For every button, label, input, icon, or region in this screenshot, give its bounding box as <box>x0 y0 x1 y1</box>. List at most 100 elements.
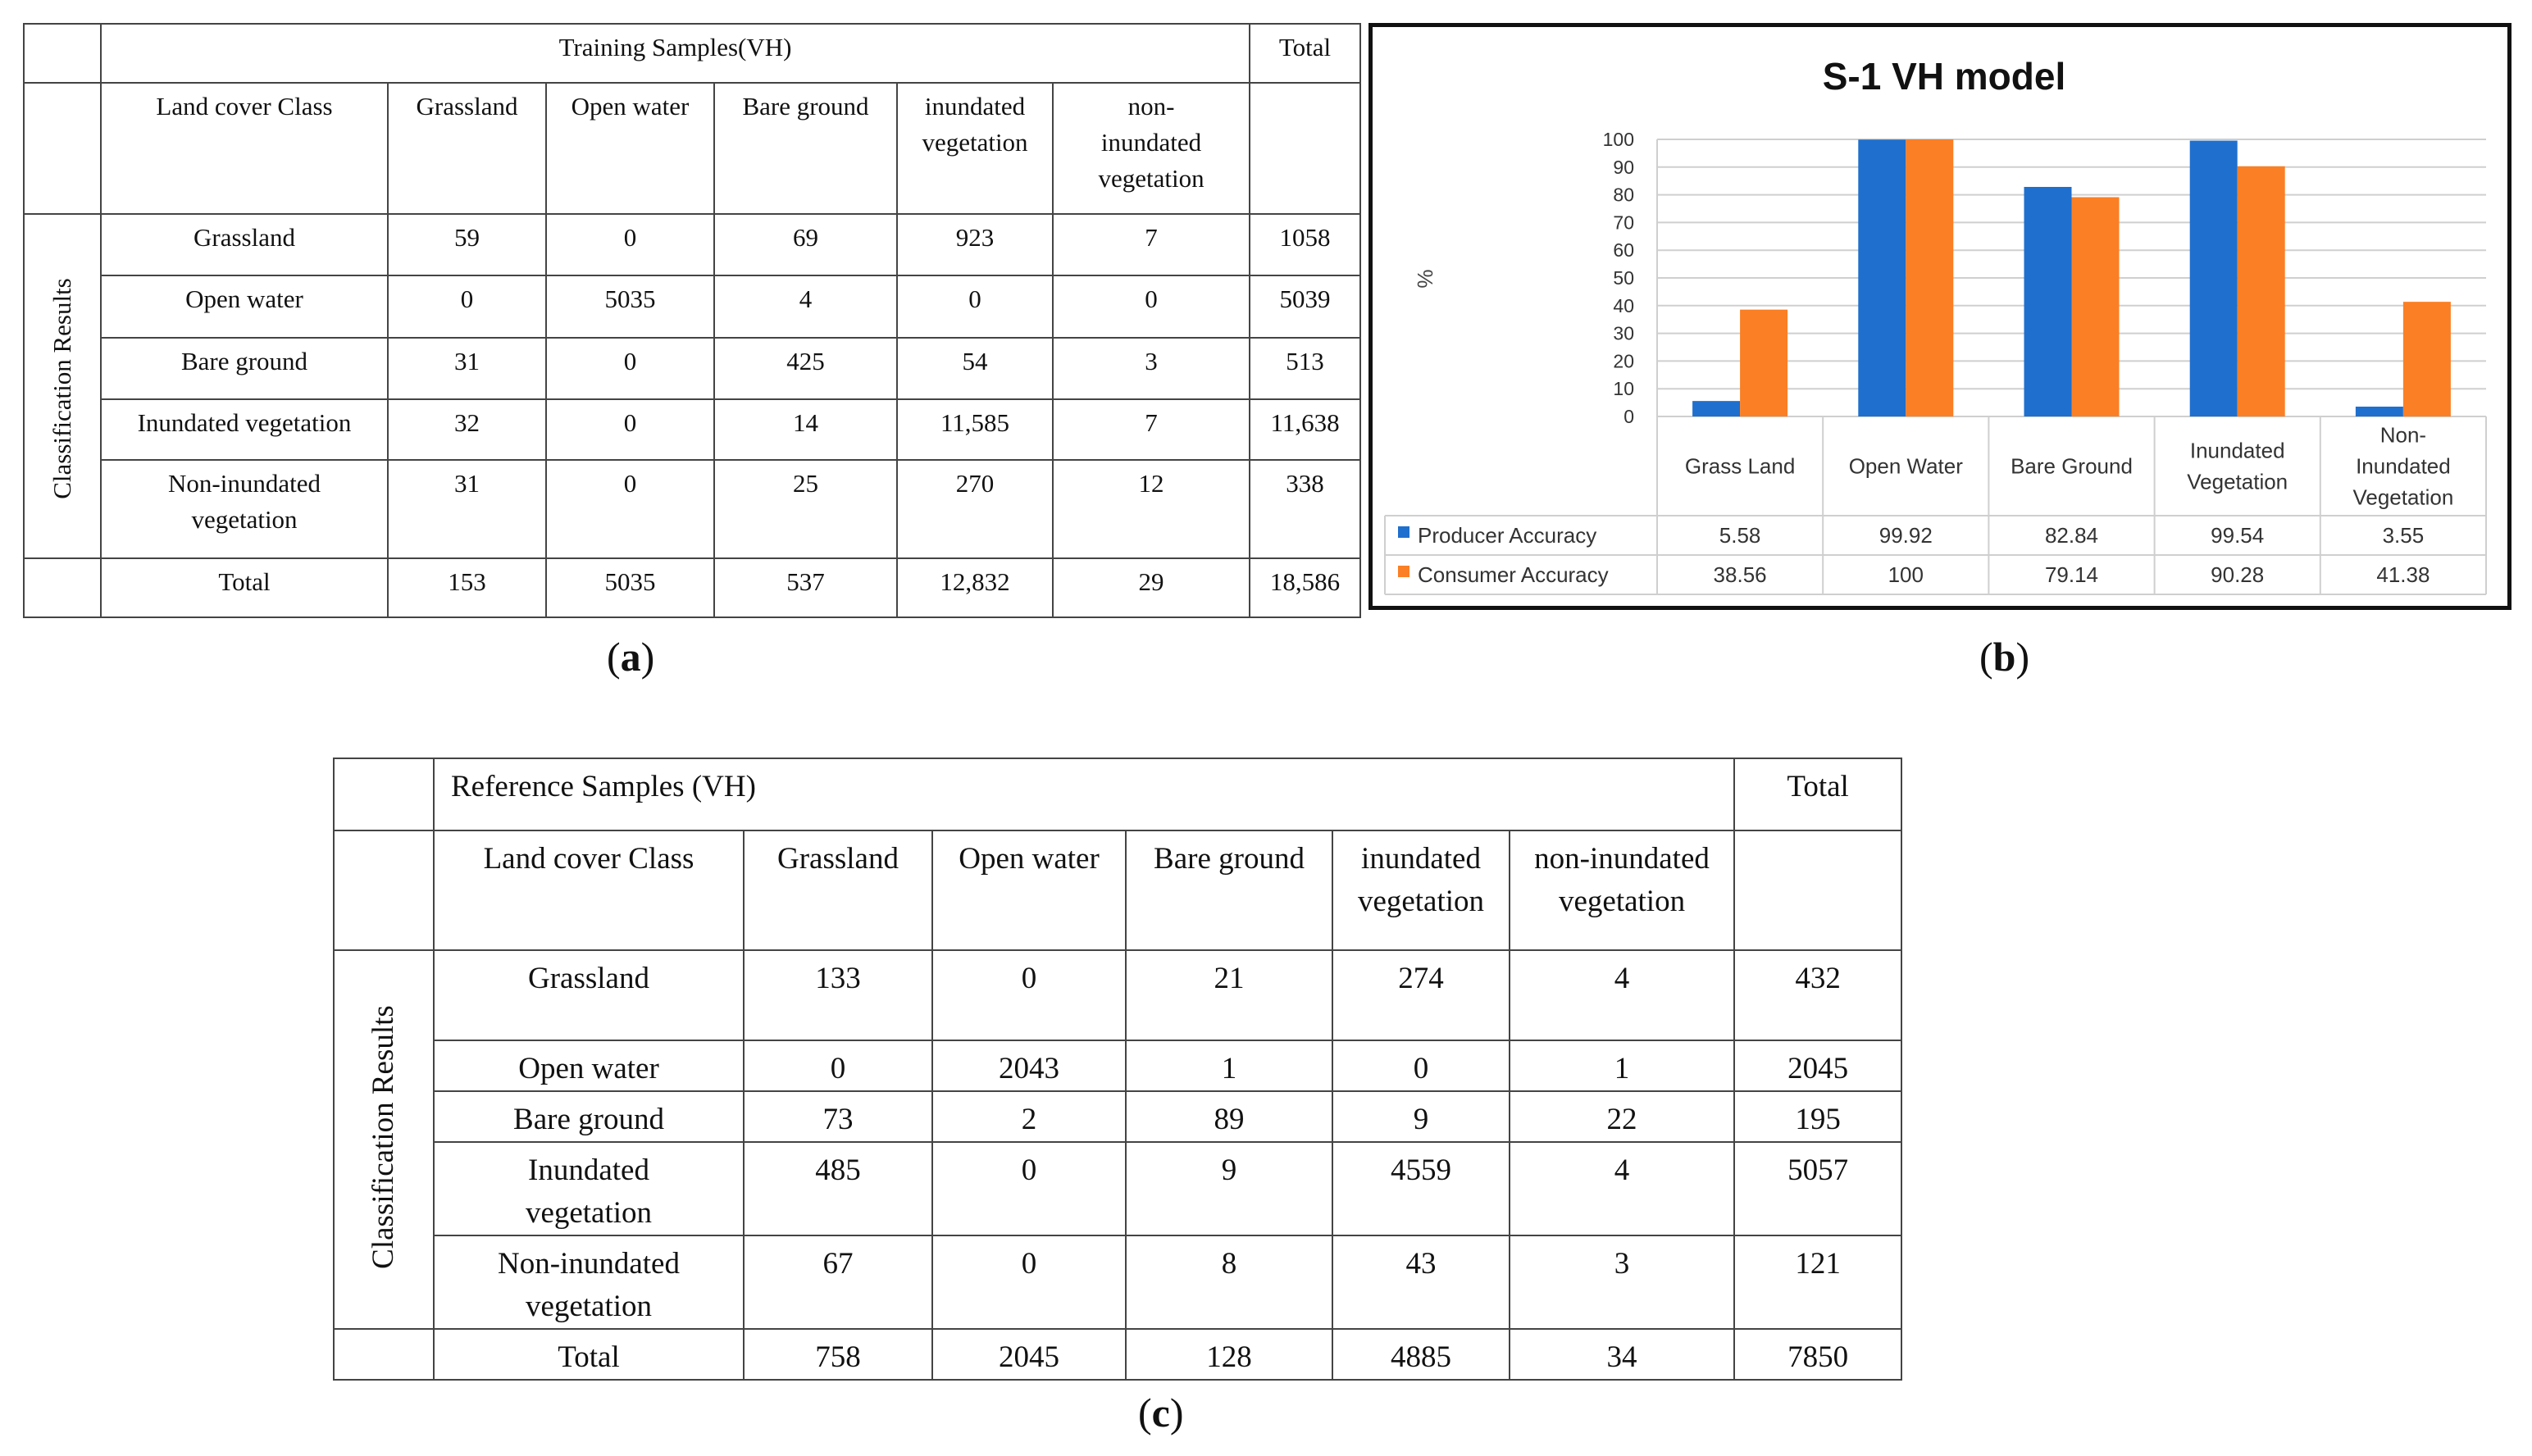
cell: 274 <box>1332 949 1510 1041</box>
cell: 34 <box>1508 1328 1736 1381</box>
row-group-label: Classification Results <box>48 278 76 499</box>
legend-swatch <box>1398 526 1409 538</box>
y-tick-labels: 0 10 20 30 40 50 60 70 80 90 100 <box>1603 129 1634 427</box>
cell: 9 <box>1332 1090 1510 1143</box>
caption-b: (b) <box>1979 634 2030 680</box>
row-total: 5039 <box>1249 275 1362 339</box>
cell: 0 <box>545 458 715 560</box>
chart-title: S-1 VH model <box>1823 55 2066 98</box>
cell: 270 <box>896 458 1054 560</box>
corner-cell <box>23 82 102 215</box>
accuracy-chart-panel: S-1 VH model % 0 10 20 30 40 50 60 70 80 90 100 Gr… <box>1368 23 2512 610</box>
total-header: Total <box>1733 758 1903 831</box>
row-label: Non-inundated vegetation <box>100 458 389 560</box>
column-header: Grassland <box>743 830 933 951</box>
table-value: 79.14 <box>2045 562 2098 587</box>
y-tick-label: 0 <box>1623 406 1634 427</box>
bars <box>1692 139 2451 417</box>
cell: 12,832 <box>896 557 1054 618</box>
cell: 2043 <box>931 1040 1127 1092</box>
category-label: Non-Inundated Vegetation <box>2352 423 2453 510</box>
cell: 4885 <box>1332 1328 1510 1381</box>
row-total: 5057 <box>1733 1141 1903 1236</box>
bar-consumer-4 <box>2237 166 2285 416</box>
row-total: 195 <box>1733 1090 1903 1143</box>
cell: 8 <box>1125 1235 1333 1330</box>
bar-producer-2 <box>1858 139 1906 417</box>
corner-cell <box>333 830 435 951</box>
cell: 73 <box>743 1090 933 1143</box>
row-label: Bare ground <box>433 1090 745 1143</box>
legend-swatch <box>1398 566 1409 577</box>
accuracy-bar-chart: S-1 VH model % 0 10 20 30 40 50 60 70 80 90 100 Gr… <box>1384 55 2487 595</box>
y-tick-label: 70 <box>1613 212 1634 233</box>
row-label: Open water <box>100 275 389 339</box>
y-tick-label: 100 <box>1603 129 1634 150</box>
empty-cell <box>333 1328 435 1381</box>
empty-cell <box>23 557 102 618</box>
cell: 4559 <box>1332 1141 1510 1236</box>
column-header: inundated vegetation <box>896 82 1054 215</box>
category-label: Grass Land <box>1685 454 1795 479</box>
cell: 31 <box>387 458 547 560</box>
cell: 0 <box>1051 275 1251 339</box>
column-header: non-inundated vegetation <box>1508 830 1736 951</box>
column-header: Open water <box>931 830 1127 951</box>
cell: 1 <box>1508 1040 1736 1092</box>
cell: 31 <box>387 336 547 401</box>
cell: 1 <box>1125 1040 1333 1092</box>
cell: 21 <box>1125 949 1333 1041</box>
cell: 54 <box>896 336 1054 401</box>
row-label: Open water <box>433 1040 745 1092</box>
column-header: Bare ground <box>713 82 898 215</box>
cell: 0 <box>931 949 1127 1041</box>
group-header: Reference Samples (VH) <box>432 758 1736 831</box>
y-tick-label: 60 <box>1613 239 1634 261</box>
corner-cell <box>23 23 102 84</box>
cell: 69 <box>713 212 898 277</box>
table-value: 41.38 <box>2376 562 2430 587</box>
confusion-table-reference: Reference Samples (VH) Total Land cover … <box>333 758 1903 1381</box>
cell: 485 <box>743 1141 933 1236</box>
total-header: Total <box>1249 23 1362 84</box>
cell: 5035 <box>545 557 715 618</box>
cell: 3 <box>1508 1235 1736 1330</box>
empty-cell <box>1733 830 1903 951</box>
cell: 4 <box>1508 949 1736 1041</box>
table-value: 3.55 <box>2383 523 2425 548</box>
cell: 67 <box>743 1235 933 1330</box>
cell: 0 <box>545 398 715 461</box>
y-tick-label: 30 <box>1613 323 1634 344</box>
row-total: 121 <box>1733 1235 1903 1330</box>
table-value: 38.56 <box>1714 562 1767 587</box>
row-group-label-cell: Classification Results <box>23 213 102 559</box>
cell: 9 <box>1125 1141 1333 1236</box>
total-row-label: Total <box>100 557 389 618</box>
cell: 0 <box>931 1141 1127 1236</box>
y-tick-label: 10 <box>1613 378 1634 399</box>
y-tick-label: 90 <box>1613 157 1634 178</box>
table-value: 99.54 <box>2211 523 2264 548</box>
row-label: Inundated vegetation <box>100 398 389 461</box>
cell: 0 <box>545 212 715 277</box>
bar-consumer-1 <box>1740 309 1788 416</box>
table-value: 90.28 <box>2211 562 2264 587</box>
cell: 0 <box>743 1040 933 1092</box>
y-tick-label: 40 <box>1613 295 1634 316</box>
class-header: Land cover Class <box>100 82 389 215</box>
y-tick-label: 20 <box>1613 350 1634 371</box>
cell: 128 <box>1125 1328 1333 1381</box>
cell: 0 <box>1332 1040 1510 1092</box>
grand-total: 18,586 <box>1249 557 1362 618</box>
cell: 425 <box>713 336 898 401</box>
cell: 29 <box>1051 557 1251 618</box>
class-header: Land cover Class <box>433 830 745 951</box>
category-label: Inundated Vegetation <box>2187 439 2288 494</box>
cell: 43 <box>1332 1235 1510 1330</box>
bar-producer-1 <box>1692 401 1741 416</box>
legend-label: Consumer Accuracy <box>1418 562 1609 587</box>
column-header: Bare ground <box>1125 830 1333 951</box>
column-header: inundated vegetation <box>1332 830 1510 951</box>
row-label: Inundated vegetation <box>433 1141 745 1236</box>
cell: 758 <box>743 1328 933 1381</box>
